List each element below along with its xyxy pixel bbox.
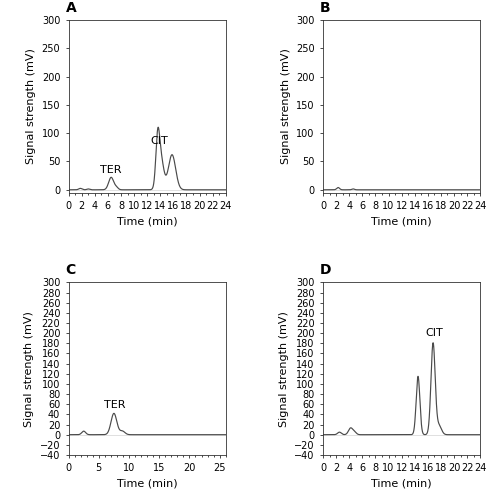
Text: TER: TER	[100, 164, 122, 174]
Y-axis label: Signal strength (mV): Signal strength (mV)	[281, 48, 291, 164]
Y-axis label: Signal strength (mV): Signal strength (mV)	[24, 311, 34, 426]
Text: CIT: CIT	[425, 328, 443, 338]
Text: B: B	[320, 1, 331, 15]
Text: A: A	[66, 1, 76, 15]
Text: C: C	[66, 263, 76, 277]
X-axis label: Time (min): Time (min)	[117, 479, 177, 489]
Text: CIT: CIT	[150, 136, 168, 145]
X-axis label: Time (min): Time (min)	[371, 216, 432, 226]
X-axis label: Time (min): Time (min)	[117, 216, 177, 226]
Text: D: D	[320, 263, 331, 277]
Text: TER: TER	[104, 400, 126, 410]
Y-axis label: Signal strength (mV): Signal strength (mV)	[26, 48, 36, 164]
Y-axis label: Signal strength (mV): Signal strength (mV)	[279, 311, 289, 426]
X-axis label: Time (min): Time (min)	[371, 479, 432, 489]
